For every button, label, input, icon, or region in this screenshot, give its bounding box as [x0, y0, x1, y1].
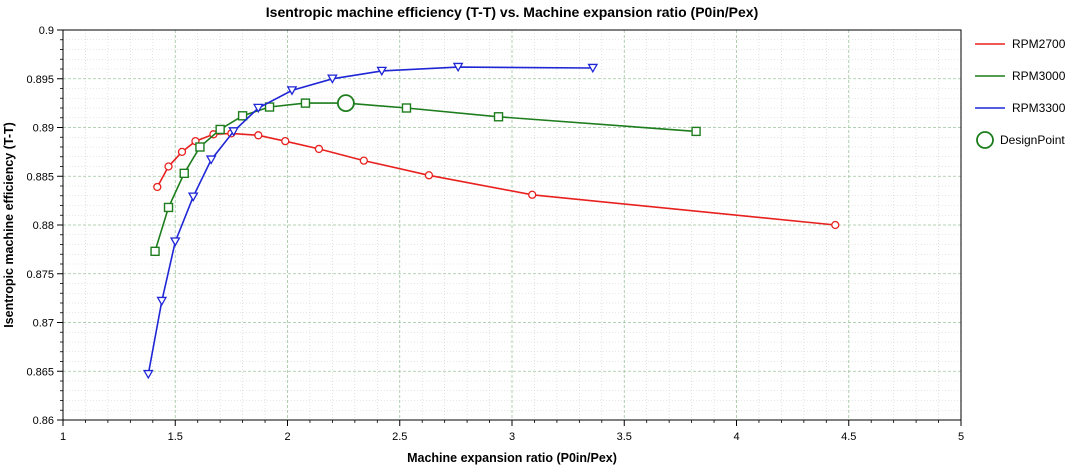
point-rpm3300	[376, 66, 388, 77]
point-rpm3300	[205, 155, 217, 165]
series-rpm3300	[142, 62, 599, 380]
line-rpm3000	[154, 102, 697, 252]
y-tick-label: 0.88	[33, 220, 54, 232]
x-tick-label: 3	[509, 431, 515, 443]
point-rpm3000	[195, 142, 205, 152]
point-rpm3300	[327, 74, 338, 84]
point-rpm3000	[163, 202, 174, 213]
series-rpm2700	[153, 129, 840, 230]
point-rpm3300	[156, 296, 168, 307]
legend-label-rpm2700: RPM2700	[1012, 37, 1066, 51]
point-rpm3000	[179, 168, 189, 179]
point-rpm3300	[142, 369, 154, 380]
point-rpm3300	[187, 192, 199, 202]
point-rpm3000	[300, 98, 311, 108]
point-rpm3000	[150, 246, 160, 257]
y-tick-label: 0.89	[33, 123, 54, 135]
axis-ticks: 1 1.5 2 2.5 3 3.5 4 4.5 5 0.86 0.865 0.87 0.875 0.88 0…	[26, 25, 964, 443]
point-rpm2700	[164, 162, 173, 171]
y-tick-label: 0.885	[26, 171, 54, 183]
y-tick-label: 0.895	[26, 74, 54, 86]
legend-label-rpm3300: RPM3300	[1012, 101, 1066, 115]
point-rpm3300	[228, 127, 239, 137]
point-rpm3000	[691, 126, 701, 137]
series-layer	[142, 62, 840, 380]
point-rpm3300	[587, 63, 599, 74]
point-rpm2700	[153, 182, 162, 192]
x-tick-label: 3.5	[617, 431, 632, 443]
x-tick-label: 2	[284, 431, 290, 443]
y-tick-label: 0.87	[33, 318, 54, 330]
y-tick-label: 0.86	[33, 415, 54, 427]
point-rpm2700	[254, 131, 263, 140]
point-rpm3300	[286, 86, 298, 96]
point-rpm3000	[215, 124, 225, 135]
point-rpm2700	[424, 171, 434, 180]
point-rpm3000	[493, 112, 504, 122]
point-rpm2700	[831, 220, 840, 230]
x-tick-label: 1	[60, 431, 66, 443]
legend-label-designpoint: DesignPoint	[1000, 133, 1065, 147]
design-point-marker	[336, 94, 355, 113]
x-tick-label: 4	[733, 431, 739, 443]
y-axis-label: Isentropic machine efficiency (T-T)	[2, 122, 16, 328]
x-tick-label: 1.5	[168, 431, 183, 443]
point-rpm2700	[281, 136, 290, 146]
point-rpm2700	[359, 156, 368, 165]
chart-title: Isentropic machine efficiency (T-T) vs. …	[266, 4, 758, 20]
x-tick-label: 5	[958, 431, 964, 443]
x-tick-label: 4.5	[841, 431, 856, 443]
x-tick-label: 2.5	[392, 431, 407, 443]
point-rpm2700	[528, 190, 537, 199]
series-rpm3000	[150, 98, 701, 257]
legend: RPM2700 RPM3000 RPM3300 DesignPoint	[975, 37, 1066, 149]
y-tick-label: 0.875	[26, 269, 54, 281]
grid	[62, 29, 962, 421]
y-tick-label: 0.865	[26, 366, 54, 378]
line-rpm3300	[147, 66, 593, 375]
point-rpm3300	[252, 103, 264, 114]
point-rpm3300	[169, 237, 181, 247]
legend-label-rpm3000: RPM3000	[1012, 69, 1066, 83]
point-rpm3000	[401, 103, 412, 113]
point-rpm2700	[177, 147, 187, 157]
x-axis-label: Machine expansion ratio (P0in/Pex)	[407, 451, 617, 465]
point-rpm2700	[314, 144, 324, 154]
y-tick-label: 0.9	[39, 25, 54, 37]
legend-swatch-designpoint	[976, 131, 994, 149]
point-rpm3300	[452, 62, 464, 73]
point-rpm3000	[237, 111, 248, 121]
